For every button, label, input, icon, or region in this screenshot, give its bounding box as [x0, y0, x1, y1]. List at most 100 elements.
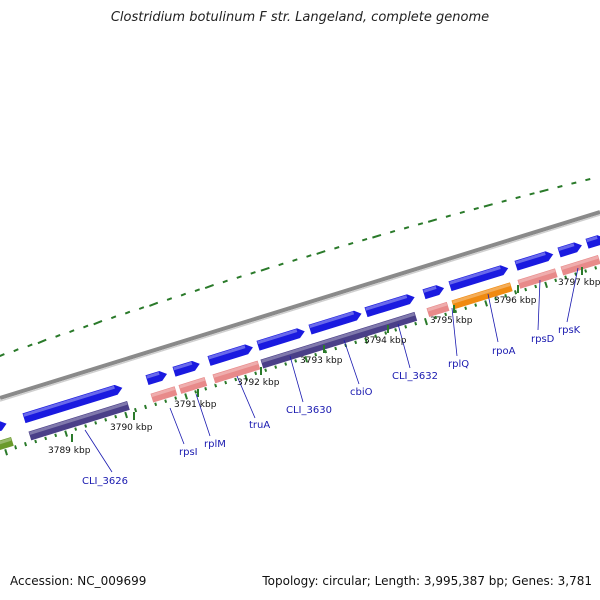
feature-band-block: [450, 281, 514, 311]
tick-label-3790: 3790 kbp: [110, 423, 153, 433]
inner-scale-dot: [134, 407, 138, 413]
forward-gene-block: [513, 250, 555, 272]
outer-ring-dot: [557, 185, 563, 189]
gene-leader-line: [84, 429, 113, 473]
outer-ring-dot: [69, 329, 75, 334]
inner-scale-dot: [364, 336, 368, 344]
outer-ring-dot: [236, 275, 242, 279]
inner-scale-dot: [544, 280, 548, 289]
gene-arrow: [144, 370, 169, 387]
outer-ring-dot: [585, 178, 591, 182]
inner-scale-dot: [244, 373, 248, 382]
outer-ring-dot: [55, 333, 61, 338]
gene-arrow-highlight: [173, 361, 193, 371]
feature-band-highlight: [452, 283, 511, 304]
outer-ring-dot: [306, 254, 312, 258]
gene-arrow-highlight: [23, 385, 115, 417]
gene-arrow-highlight: [586, 236, 598, 243]
gene-label-rplq: rplQ: [448, 359, 469, 370]
feature-band-block: [0, 436, 15, 452]
outer-ring-dot: [501, 199, 507, 203]
gene-arrow: [206, 343, 255, 367]
outer-ring-dot: [37, 338, 47, 345]
gene-arrow: [0, 419, 8, 433]
feature-band-highlight: [213, 361, 259, 378]
genome-backbone-shadow: [0, 214, 600, 402]
feature-band-highlight: [518, 269, 556, 284]
feature-band-highlight: [151, 387, 176, 398]
tick-label-3791: 3791 kbp: [174, 400, 217, 410]
forward-gene-block: [584, 234, 600, 250]
forward-gene-block: [206, 343, 255, 367]
outer-ring-dot: [515, 195, 521, 200]
feature-band-block: [425, 300, 451, 318]
gene-arrow: [307, 309, 363, 336]
forward-gene-block: [0, 419, 8, 433]
gene-leader-line: [343, 339, 360, 385]
gene-arrow: [556, 241, 584, 259]
gene-leader-line: [451, 307, 458, 357]
forward-gene-block: [363, 293, 416, 319]
outer-ring-dot: [222, 279, 228, 284]
gene-arrow: [584, 234, 600, 250]
inner-scale-dot: [14, 445, 18, 450]
outer-ring-dot: [571, 181, 577, 185]
outer-ring-dot: [539, 188, 549, 193]
feature-band-highlight: [427, 302, 448, 312]
outer-ring-dot: [83, 324, 89, 329]
outer-ring-dot: [93, 319, 103, 326]
gene-arrow: [21, 384, 124, 425]
gene-leader-line: [397, 323, 411, 369]
feature-band-highlight: [261, 312, 415, 363]
outer-ring-dot: [166, 297, 173, 301]
outer-ring-dot: [124, 310, 131, 315]
forward-gene-block: [144, 370, 169, 387]
forward-gene-block: [556, 241, 584, 259]
outer-ring-dot: [334, 246, 340, 250]
tick-label-3796: 3796 kbp: [494, 296, 537, 306]
outer-ring-dot: [459, 210, 465, 215]
feature-band: [177, 376, 209, 395]
feature-band: [211, 359, 262, 385]
outer-ring-dot: [250, 271, 256, 275]
gene-leader-line: [289, 355, 304, 403]
feature-band-block: [177, 376, 209, 395]
outer-ring-dot: [445, 214, 452, 218]
inner-scale-dot: [4, 448, 8, 456]
outer-ring-dot: [403, 226, 410, 230]
feature-band-block: [559, 254, 600, 277]
gene-arrow-highlight: [146, 371, 160, 379]
feature-band: [0, 436, 15, 452]
gene-label-cbio: cbiO: [350, 387, 373, 398]
forward-gene-block: [21, 384, 124, 425]
gene-arrow: [421, 284, 446, 301]
inner-scale-dot: [124, 410, 128, 419]
genome-backbone: [0, 210, 600, 400]
inner-scale-dot: [24, 441, 28, 447]
feature-track: [0, 234, 600, 452]
gene-arrow: [255, 327, 307, 352]
gene-arrow-highlight: [423, 285, 437, 293]
gene-arrow-highlight: [257, 329, 298, 345]
gene-leader-line: [195, 393, 211, 437]
tick-label-3792: 3792 kbp: [237, 378, 280, 388]
gene-arrow-highlight: [309, 311, 355, 329]
outer-ring-dot: [389, 230, 396, 234]
gene-arrow: [447, 264, 510, 293]
inner-scale-dot: [144, 404, 148, 410]
map-title: Clostridium botulinum F str. Langeland, …: [110, 10, 490, 25]
outer-ring-dot: [194, 288, 201, 293]
outer-ring-dot: [473, 206, 479, 211]
outer-ring-dot: [27, 343, 33, 348]
forward-gene-block: [171, 360, 201, 378]
inner-scale-dot: [303, 355, 308, 363]
outer-ring-dot: [361, 237, 368, 242]
feature-band-block: [211, 359, 262, 385]
gene-label-leaders: [84, 267, 579, 473]
gene-arrow-highlight: [449, 266, 501, 285]
outer-ring-dot: [417, 222, 424, 226]
outer-ring-dot: [483, 203, 493, 208]
gene-leader-line: [566, 267, 579, 323]
forward-gene-block: [421, 284, 446, 301]
feature-band: [259, 310, 419, 370]
